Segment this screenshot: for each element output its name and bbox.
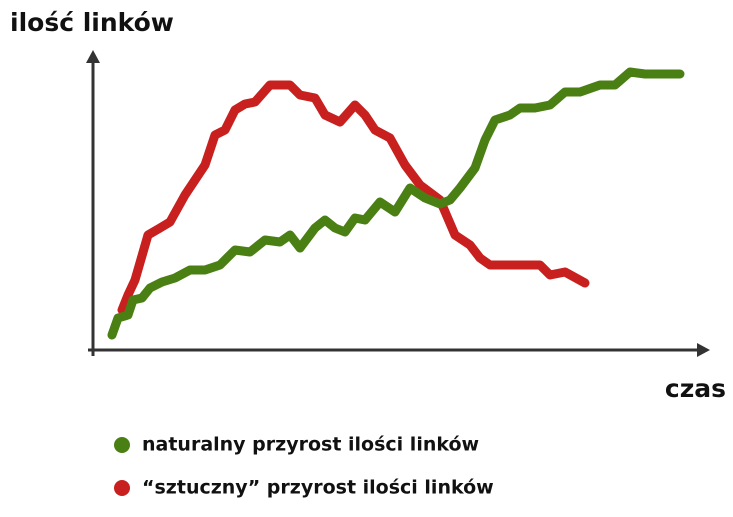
legend-marker — [114, 480, 130, 496]
series-line — [117, 80, 590, 315]
legend: naturalny przyrost ilości linków “sztuczn… — [114, 434, 494, 499]
x-axis-title: czas — [665, 374, 726, 403]
legend-label: naturalny przyrost ilości linków — [142, 434, 479, 456]
plot-lines — [107, 67, 685, 340]
axes — [86, 50, 710, 357]
y-axis-title: ilość linków — [10, 8, 174, 37]
x-axis-arrow — [697, 343, 710, 357]
series-line — [107, 67, 685, 340]
legend-label: “sztuczny” przyrost ilości linków — [142, 477, 494, 499]
y-axis-arrow — [86, 50, 100, 63]
legend-marker — [114, 437, 130, 453]
